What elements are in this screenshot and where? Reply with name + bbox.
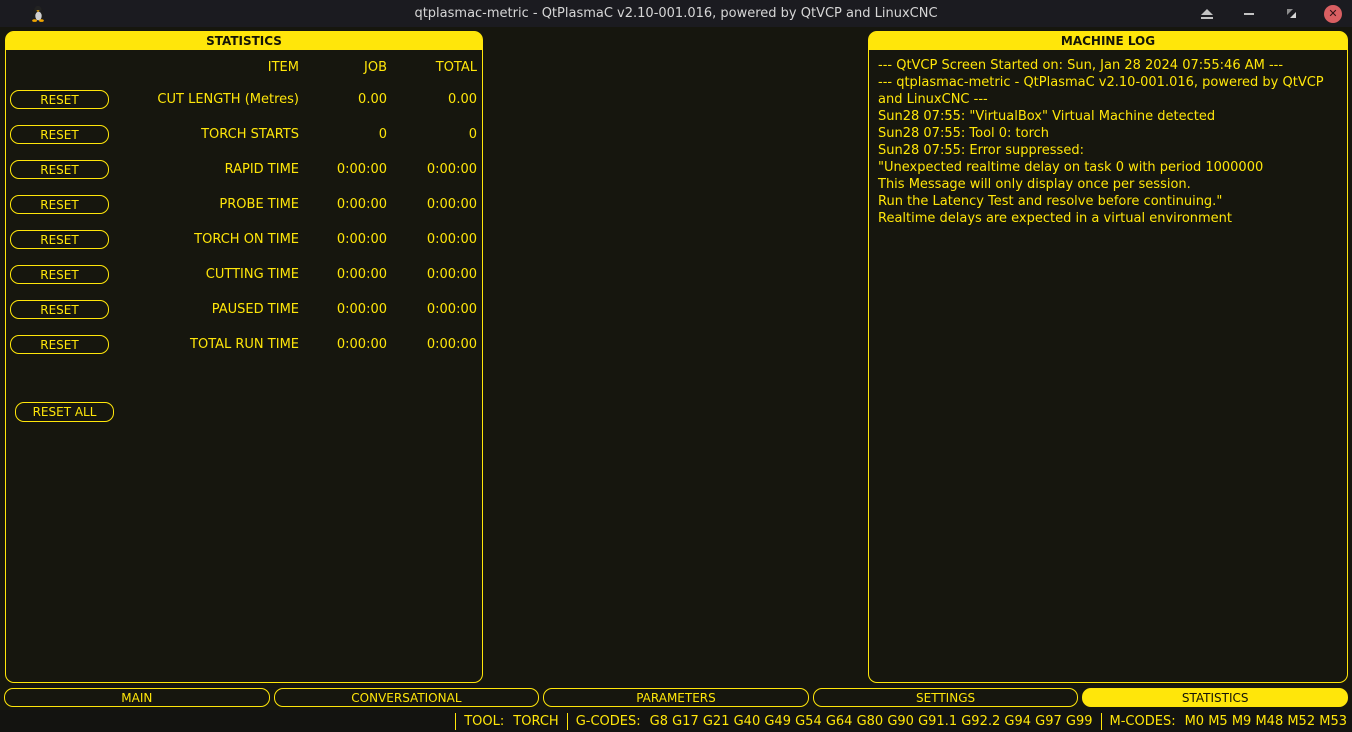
mcodes-label: M-CODES: xyxy=(1109,713,1176,729)
stat-item-label: RAPID TIME xyxy=(224,162,299,177)
statistics-table: ITEM JOB TOTAL RESET CUT LENGTH (Metres) 0… xyxy=(6,52,482,362)
stat-total-value: 0:00:00 xyxy=(426,337,477,352)
column-header-total: TOTAL xyxy=(435,59,477,75)
stat-total-value: 0:00:00 xyxy=(426,267,477,282)
stat-total-value: 0 xyxy=(468,127,477,142)
log-line: Realtime delays are expected in a virtua… xyxy=(878,211,1233,226)
stat-item-label: PAUSED TIME xyxy=(211,302,299,317)
statistics-panel-title: STATISTICS xyxy=(6,32,482,50)
statistics-panel: STATISTICS ITEM JOB TOTAL RESET CUT LENGT… xyxy=(5,31,483,683)
restore-button[interactable] xyxy=(1282,5,1300,23)
log-line: This Message will only display once per … xyxy=(878,177,1191,192)
stat-total-value: 0.00 xyxy=(448,92,477,107)
stat-row: RESET TORCH ON TIME 0:00:00 0:00:00 xyxy=(6,222,482,257)
stat-row: RESET CUT LENGTH (Metres) 0.00 0.00 xyxy=(6,82,482,117)
stat-job-value: 0:00:00 xyxy=(336,162,387,177)
restore-icon xyxy=(1286,9,1296,18)
stat-row: RESET TOTAL RUN TIME 0:00:00 0:00:00 xyxy=(6,327,482,362)
gcodes-label: G-CODES: xyxy=(575,713,641,729)
stat-job-value: 0:00:00 xyxy=(336,197,387,212)
stat-item-label: PROBE TIME xyxy=(219,197,299,212)
shade-button[interactable] xyxy=(1198,5,1216,23)
machine-log-title: MACHINE LOG xyxy=(869,32,1347,50)
reset-button[interactable]: RESET xyxy=(10,335,109,354)
reset-button[interactable]: RESET xyxy=(10,195,109,214)
stat-total-value: 0:00:00 xyxy=(426,232,477,247)
tab-main[interactable]: MAIN xyxy=(4,688,270,707)
window-controls: ✕ xyxy=(1198,0,1342,27)
window-title: qtplasmac-metric - QtPlasmaC v2.10-001.0… xyxy=(414,6,938,21)
app-penguin-icon xyxy=(32,5,44,22)
stat-item-label: TORCH STARTS xyxy=(201,127,299,142)
log-line: Sun28 07:55: Tool 0: torch xyxy=(878,126,1050,141)
gcodes-value: G8 G17 G21 G40 G49 G54 G64 G80 G90 G91.1… xyxy=(649,713,1093,729)
reset-button[interactable]: RESET xyxy=(10,125,109,144)
reset-all-button[interactable]: RESET ALL xyxy=(15,402,114,422)
status-separator xyxy=(566,712,568,730)
stat-row: RESET CUTTING TIME 0:00:00 0:00:00 xyxy=(6,257,482,292)
reset-button[interactable]: RESET xyxy=(10,265,109,284)
stat-job-value: 0:00:00 xyxy=(336,337,387,352)
stat-row: RESET PROBE TIME 0:00:00 0:00:00 xyxy=(6,187,482,222)
log-line: --- qtplasmac-metric - QtPlasmaC v2.10-0… xyxy=(878,75,1328,107)
machine-log-panel: MACHINE LOG --- QtVCP Screen Started on:… xyxy=(868,31,1348,683)
tool-label: TOOL: xyxy=(464,713,505,729)
mcodes-value: M0 M5 M9 M48 M52 M53 xyxy=(1184,713,1347,729)
stat-item-label: TORCH ON TIME xyxy=(194,232,299,247)
log-line: Sun28 07:55: "VirtualBox" Virtual Machin… xyxy=(878,109,1216,124)
reset-button[interactable]: RESET xyxy=(10,230,109,249)
stat-total-value: 0:00:00 xyxy=(426,302,477,317)
stat-job-value: 0.00 xyxy=(358,92,387,107)
stat-item-label: CUTTING TIME xyxy=(205,267,299,282)
status-separator xyxy=(455,712,457,730)
stat-total-value: 0:00:00 xyxy=(426,162,477,177)
tab-statistics[interactable]: STATISTICS xyxy=(1082,688,1348,707)
minimize-icon xyxy=(1244,12,1254,15)
column-header-job: JOB xyxy=(364,59,387,75)
reset-button[interactable]: RESET xyxy=(10,300,109,319)
tabbar: MAIN CONVERSATIONAL PARAMETERS SETTINGS STAT… xyxy=(4,688,1348,707)
stat-item-label: TOTAL RUN TIME xyxy=(190,337,299,352)
tab-parameters[interactable]: PARAMETERS xyxy=(543,688,809,707)
reset-button[interactable]: RESET xyxy=(10,90,109,109)
stat-job-value: 0:00:00 xyxy=(336,302,387,317)
stat-total-value: 0:00:00 xyxy=(426,197,477,212)
stat-row: RESET PAUSED TIME 0:00:00 0:00:00 xyxy=(6,292,482,327)
shade-eject-icon xyxy=(1201,8,1213,19)
status-separator xyxy=(1100,712,1102,730)
stat-row: RESET RAPID TIME 0:00:00 0:00:00 xyxy=(6,152,482,187)
log-line: Run the Latency Test and resolve before … xyxy=(878,194,1223,209)
column-header-item: ITEM xyxy=(267,59,299,75)
minimize-button[interactable] xyxy=(1240,5,1258,23)
reset-button[interactable]: RESET xyxy=(10,160,109,179)
stat-job-value: 0 xyxy=(378,127,387,142)
stat-job-value: 0:00:00 xyxy=(336,232,387,247)
titlebar: qtplasmac-metric - QtPlasmaC v2.10-001.0… xyxy=(0,0,1352,27)
tab-settings[interactable]: SETTINGS xyxy=(812,688,1079,707)
machine-log-body: --- QtVCP Screen Started on: Sun, Jan 28… xyxy=(869,50,1347,234)
statistics-header-row: ITEM JOB TOTAL xyxy=(6,52,482,82)
stat-item-label: CUT LENGTH (Metres) xyxy=(157,92,299,107)
close-button[interactable]: ✕ xyxy=(1324,4,1342,23)
stat-job-value: 0:00:00 xyxy=(336,267,387,282)
tool-value: TORCH xyxy=(513,713,559,729)
log-line: "Unexpected realtime delay on task 0 wit… xyxy=(878,160,1264,175)
tab-conversational[interactable]: CONVERSATIONAL xyxy=(273,688,540,707)
log-line: --- QtVCP Screen Started on: Sun, Jan 28… xyxy=(878,58,1284,73)
statusbar: TOOL: TORCH G-CODES: G8 G17 G21 G40 G49 … xyxy=(0,710,1352,732)
stat-row: RESET TORCH STARTS 0 0 xyxy=(6,117,482,152)
log-line: Sun28 07:55: Error suppressed: xyxy=(878,143,1084,158)
